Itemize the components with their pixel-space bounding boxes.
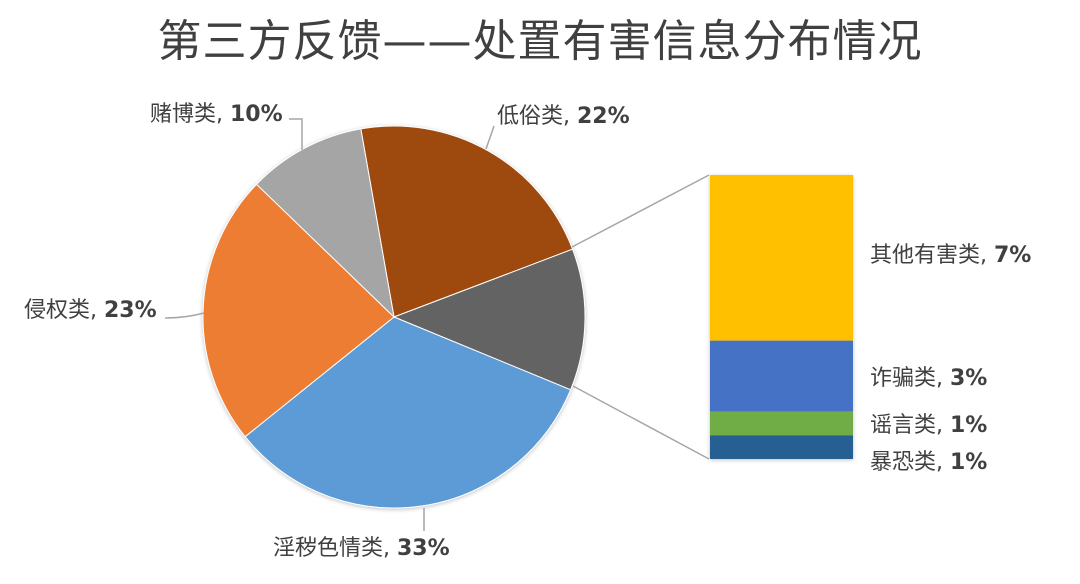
label-percent: 23% xyxy=(104,298,157,323)
label-name: 诈骗类, xyxy=(870,366,943,391)
label-percent: 7% xyxy=(994,243,1032,268)
label-name: 低俗类, xyxy=(497,104,570,129)
label-percent: 1% xyxy=(950,413,988,438)
bar-segment xyxy=(710,435,853,459)
bar-segment xyxy=(710,411,853,436)
label-percent: 22% xyxy=(577,104,630,129)
label-percent: 10% xyxy=(230,102,283,127)
bar-segment xyxy=(710,175,853,341)
label-name: 其他有害类, xyxy=(870,243,987,268)
chart-title: 第三方反馈——处置有害信息分布情况 xyxy=(157,16,923,67)
label-percent: 1% xyxy=(950,450,988,475)
label-fraud: 诈骗类, 3% xyxy=(870,366,987,392)
label-porn: 淫秽色情类, 33% xyxy=(273,536,450,562)
leader-line-vulgar xyxy=(485,125,495,150)
label-other-harmful: 其他有害类, 7% xyxy=(870,243,1031,269)
label-vulgar: 低俗类, 22% xyxy=(497,104,630,130)
leader-line-gambling xyxy=(289,118,303,150)
label-percent: 3% xyxy=(950,366,988,391)
label-infringe: 侵权类, 23% xyxy=(24,298,157,324)
pie-slice xyxy=(255,128,395,319)
bar-segment xyxy=(710,340,853,412)
stacked-bar xyxy=(710,175,853,459)
leader-line-infringe xyxy=(164,312,205,319)
pie-slice xyxy=(244,316,572,509)
label-name: 侵权类, xyxy=(24,298,97,323)
connector-line-bottom xyxy=(572,385,710,460)
label-gambling: 赌博类, 10% xyxy=(150,102,283,128)
label-percent: 33% xyxy=(397,536,450,561)
label-name: 暴恐类, xyxy=(870,450,943,475)
label-terror: 暴恐类, 1% xyxy=(870,450,987,476)
label-rumor: 谣言类, 1% xyxy=(870,413,987,439)
label-name: 赌博类, xyxy=(150,102,223,127)
connector-line-top xyxy=(571,174,710,248)
pie-slice xyxy=(202,183,395,438)
label-name: 淫秽色情类, xyxy=(273,536,390,561)
label-name: 谣言类, xyxy=(870,413,943,438)
pie-slice xyxy=(392,248,586,391)
pie xyxy=(202,125,586,509)
